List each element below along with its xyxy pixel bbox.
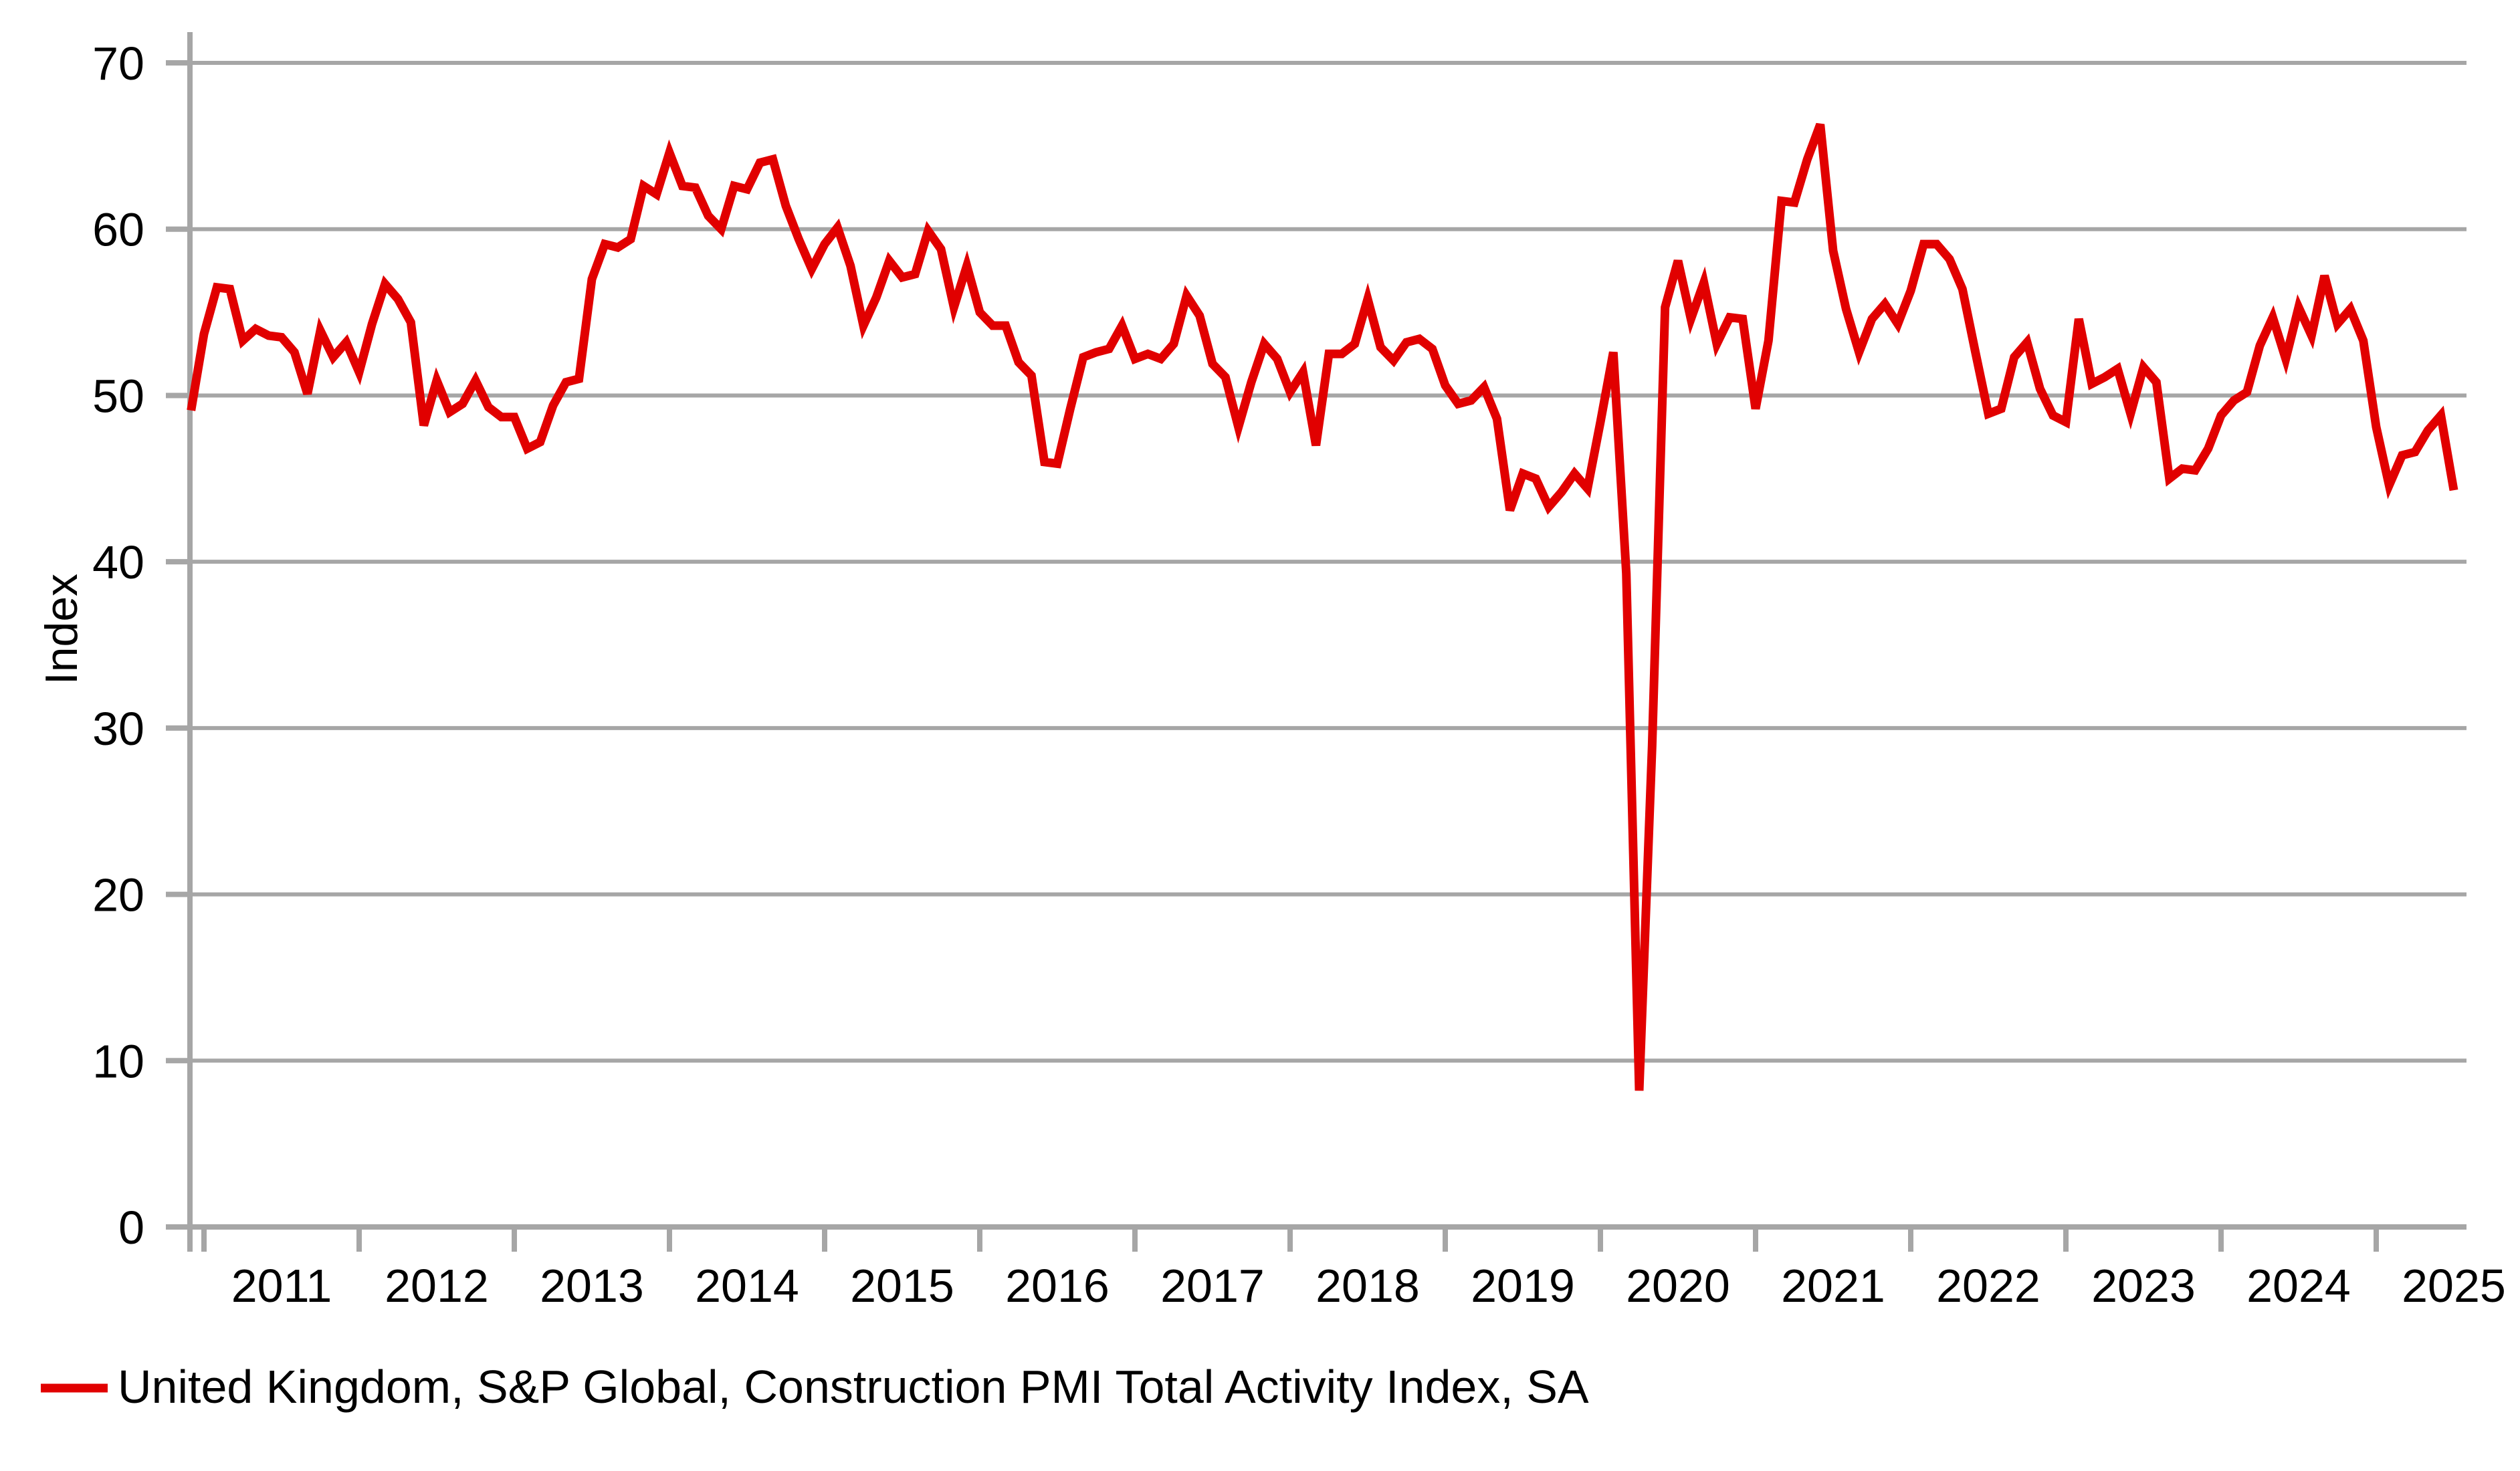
pmi-series-line: [187, 122, 2458, 1091]
y-axis-ticks: [166, 60, 193, 1230]
gridlines: [188, 61, 2466, 1063]
x-year-label-2022: 2022: [1936, 1260, 2040, 1312]
x-axis-ticks: [201, 1227, 2379, 1252]
y-tick-label-60: 60: [92, 204, 144, 256]
y-tick-label-50: 50: [92, 370, 144, 422]
y-tick-label-40: 40: [92, 536, 144, 588]
y-tick-label-30: 30: [92, 703, 144, 755]
x-year-label-2013: 2013: [540, 1260, 644, 1312]
axes: [187, 32, 2466, 1252]
y-tick-label-0: 0: [118, 1202, 144, 1254]
x-year-label-2014: 2014: [695, 1260, 799, 1312]
x-year-label-2016: 2016: [1005, 1260, 1110, 1312]
x-year-label-2015: 2015: [850, 1260, 954, 1312]
x-year-label-2020: 2020: [1626, 1260, 1730, 1312]
x-year-label-2017: 2017: [1160, 1260, 1265, 1312]
y-axis-title: Index: [36, 574, 87, 685]
x-year-label-2023: 2023: [2091, 1260, 2196, 1312]
x-year-label-2025: 2025: [2402, 1260, 2506, 1312]
legend: United Kingdom, S&P Global, Construction…: [41, 1361, 1589, 1413]
legend-label: United Kingdom, S&P Global, Construction…: [118, 1361, 1589, 1413]
x-year-label-2019: 2019: [1471, 1260, 1575, 1312]
x-year-label-2021: 2021: [1781, 1260, 1885, 1312]
x-year-label-2012: 2012: [385, 1260, 489, 1312]
x-year-label-2018: 2018: [1316, 1260, 1420, 1312]
y-tick-label-10: 10: [92, 1035, 144, 1087]
y-tick-label-70: 70: [92, 37, 144, 90]
x-axis-year-labels: 2011 2012 2013 2014 2015 2016 2017 2018 2019 2020…: [231, 1260, 2506, 1312]
x-year-label-2011: 2011: [231, 1260, 332, 1312]
x-year-label-2024: 2024: [2246, 1260, 2351, 1312]
y-axis-tick-labels: 0 10 20 30 40 50 60 70: [92, 37, 144, 1254]
y-tick-label-20: 20: [92, 869, 144, 921]
data-series: [187, 122, 2458, 1091]
